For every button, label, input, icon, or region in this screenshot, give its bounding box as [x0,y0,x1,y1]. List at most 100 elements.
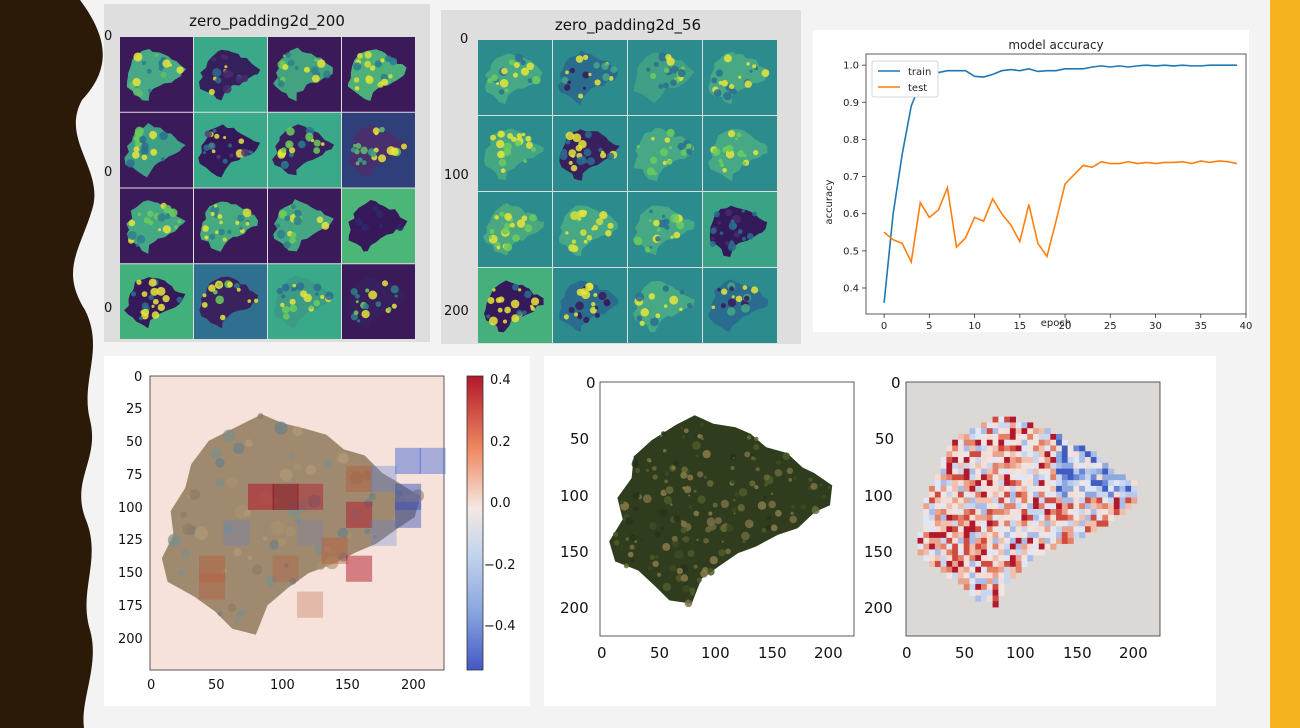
attribution-cell [969,526,976,533]
attribution-cell [1009,480,1016,487]
attribution-cell [992,566,999,573]
attribution-cell [1038,509,1045,516]
attribution-cell [1009,445,1016,452]
attribution-cell [1096,509,1103,516]
attribution-cell [1015,503,1022,510]
attribution-cell [940,491,947,498]
attribution-cell [1021,439,1028,446]
attribution-cell [963,578,970,585]
feature-map-grid [120,37,415,339]
colorbar-tick: −0.2 [484,558,516,573]
x-tick-label: 5 [926,321,932,332]
attribution-cell [1038,514,1045,521]
attribution-cell [1056,485,1063,492]
attribution-cell [957,543,965,550]
feature-map-tile [703,268,777,343]
attribution-cell [1015,445,1022,452]
x-tick-label: 10 [968,321,981,332]
attribution-cell [992,514,999,521]
attribution-cell [934,549,941,556]
attribution-cell [1009,572,1016,579]
attribution-cell [1015,514,1022,521]
attribution-cell [986,584,993,591]
attribution-cell [981,451,988,458]
attribution-cell [1131,485,1138,492]
attribution-cell [969,520,976,527]
attribution-cell [1009,514,1016,521]
attribution-cell [940,497,947,504]
y-tick-label: 1.0 [843,61,859,72]
attribution-cell [1009,543,1016,550]
attribution-cell [929,543,936,550]
attribution-cell [1090,503,1097,510]
attribution-cell [992,433,999,441]
attribution-cell [1033,491,1040,498]
x-tick: 150 [335,678,360,693]
heatmap-cell [297,519,324,546]
attribution-cell [946,514,953,521]
attribution-cell [957,485,965,492]
colorbar-tick: 0.0 [490,496,511,511]
x-tick: 100 [1006,644,1035,662]
attribution-cell [1079,485,1086,492]
attribution-cell [992,509,999,516]
attribution-cell [981,572,988,579]
attribution-cell [992,543,999,550]
attribution-cell [946,451,953,458]
attribution-cell [957,445,965,452]
attribution-cell [946,566,953,573]
attribution-cell [1044,520,1051,527]
attribution-cell [1084,526,1092,533]
attribution-cell [1033,520,1040,527]
attribution-cell [1050,491,1057,498]
attribution-cell [957,462,965,469]
attribution-cell [1027,480,1034,487]
attribution-cell [1096,497,1103,504]
attribution-cell [952,480,959,487]
attribution-cell [986,572,993,579]
attribution-cell [981,433,988,441]
attribution-cell [1073,514,1080,521]
attribution-cell [981,532,988,539]
attribution-cell [1038,549,1045,556]
attribution-cell [981,485,988,492]
heatmap-cell [346,501,373,528]
attribution-cell [963,445,970,452]
attribution-cell [923,514,930,521]
attribution-cell [1125,480,1132,487]
attribution-cell [1056,468,1063,475]
attribution-cell [1102,468,1109,475]
attribution-cell [946,468,953,475]
heatmap-cell [346,465,373,492]
attribution-cell [1009,497,1016,504]
y-tick: 100 [560,487,589,505]
attribution-cell [952,543,959,550]
attribution-cell [1015,526,1022,533]
attribution-cell [1084,474,1092,481]
attribution-cell [1015,462,1022,469]
attribution-cell [1038,462,1045,469]
attribution-cell [1038,433,1045,441]
attribution-cell [1056,462,1063,469]
attribution-cell [1050,468,1057,475]
attribution-cell [1090,520,1097,527]
attribution-cell [940,462,947,469]
attribution-cell [1015,474,1022,481]
attribution-cell [1015,422,1022,429]
attribution-cell [998,555,1005,562]
attribution-cell [969,560,976,568]
attribution-cell [998,509,1005,516]
attribution-cell [952,572,959,579]
attribution-cell [969,474,976,481]
attribution-cell [1009,451,1016,458]
y-tick: 150 [864,543,893,561]
attribution-cell [1096,520,1103,527]
attribution-cell [1021,514,1028,521]
attribution-cell [963,497,970,504]
y-tick: 0 [104,301,113,316]
attribution-cell [1044,428,1051,435]
attribution-cell [963,514,970,521]
attribution-cell [1021,474,1028,481]
attribution-cell [1079,532,1086,539]
attribution-cell [992,503,999,510]
